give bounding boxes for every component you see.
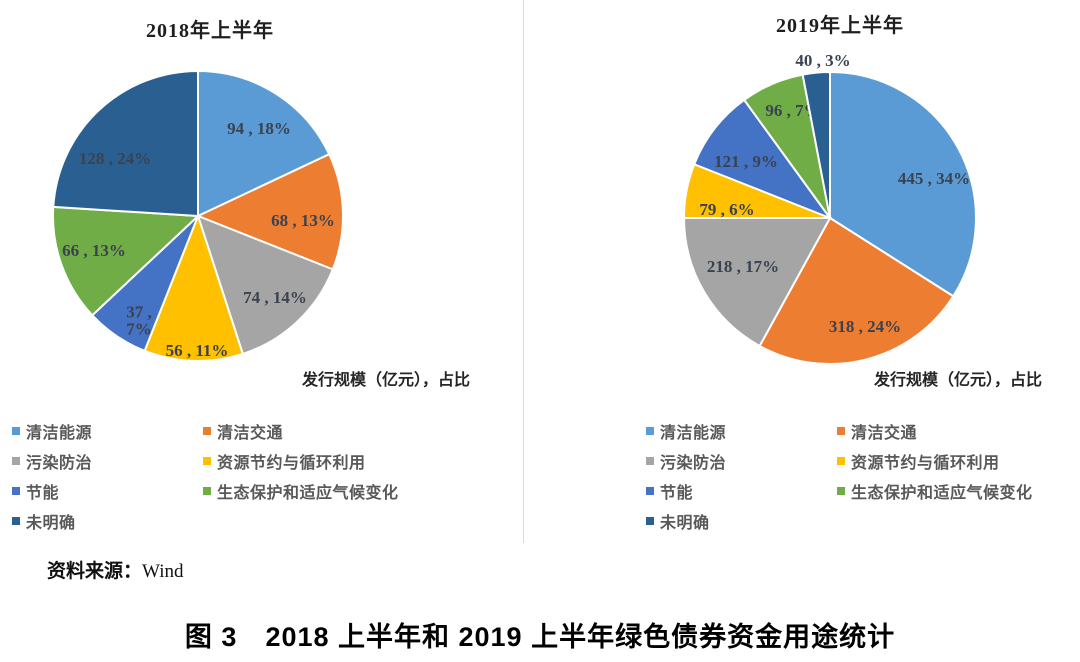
legend-swatch-pollution-control <box>646 457 654 465</box>
pie-chart-2019: 445 , 34% 318 , 24% 218 , 17% 79 , 6% 121 , … <box>682 51 977 365</box>
pie-slice-clean-transport <box>195 152 344 271</box>
legend-item-resource-recycle: 资源节约与循环利用 <box>203 449 366 473</box>
legend-swatch-clean-transport <box>837 427 845 435</box>
source-label: 资料来源： <box>47 561 143 582</box>
legend-item-clean-transport: 清洁交通 <box>837 419 917 443</box>
pie-slice-pollution-control <box>682 217 832 348</box>
pie-slice-clean-transport <box>758 216 955 365</box>
legend-swatch-eco-climate-protection <box>203 487 211 495</box>
slice-label-clean-transport: 68 , 13% <box>271 211 335 230</box>
pie-chart-2018: 94 , 18% 68 , 13% 74 , 14% 56 , 11% 37 , 7% 66… <box>52 69 344 362</box>
legend-label: 资源节约与循环利用 <box>851 455 1000 472</box>
legend-swatch-clean-transport <box>203 427 211 435</box>
legend-label: 未明确 <box>660 515 710 532</box>
axis-note-2018: 发行规模（亿元），占比 <box>302 372 471 389</box>
pie-slice-unspecified <box>52 69 199 218</box>
legend-label: 清洁交通 <box>851 425 918 442</box>
legend-swatch-unspecified <box>646 517 654 525</box>
source-value: Wind <box>142 561 184 582</box>
pie-panel-2018: 94 , 18% 68 , 13% 74 , 14% 56 , 11% 37 , 7% 66… <box>0 0 523 543</box>
pie-slice-eco-climate-protection <box>52 205 201 317</box>
legend-item-eco-climate-protection: 生态保护和适应气候变化 <box>837 479 1033 503</box>
slice-label-clean-transport: 318 , 24% <box>829 317 901 336</box>
legend-item-energy-saving: 节能 <box>12 479 59 503</box>
legend-label: 清洁能源 <box>26 425 93 442</box>
legend-item-resource-recycle: 资源节约与循环利用 <box>837 449 1000 473</box>
legend-item-pollution-control: 污染防治 <box>12 449 92 473</box>
source-line: 资料来源：Wind <box>47 559 1080 585</box>
legend-swatch-unspecified <box>12 517 20 525</box>
legend-swatch-energy-saving <box>12 487 20 495</box>
axis-note-2019: 发行规模（亿元），占比 <box>874 372 1043 389</box>
legend-swatch-resource-recycle <box>203 457 211 465</box>
slice-label-pollution-control: 74 , 14% <box>243 288 307 307</box>
legend-item-eco-climate-protection: 生态保护和适应气候变化 <box>203 479 399 503</box>
slice-label-unspecified: 128 , 24% <box>79 149 151 168</box>
legend-swatch-energy-saving <box>646 487 654 495</box>
legend-label: 污染防治 <box>26 455 93 472</box>
slice-label-resource-recycle: 56 , 11% <box>166 341 229 360</box>
legend-label: 节能 <box>660 485 694 502</box>
pie-slice-unspecified <box>801 70 831 219</box>
legend-swatch-pollution-control <box>12 457 20 465</box>
charts-row: 94 , 18% 68 , 13% 74 , 14% 56 , 11% 37 , 7% 66… <box>0 0 1080 543</box>
legend-2019: 清洁能源 清洁交通污染防治 资源节约与循环利用节能 生态保护和适应气候变化未明确 <box>524 0 1080 543</box>
legend-item-unspecified: 未明确 <box>646 509 710 533</box>
legend-item-clean-transport: 清洁交通 <box>203 419 283 443</box>
slice-label-clean-energy: 445 , 34% <box>898 169 970 188</box>
legend-label: 污染防治 <box>660 455 727 472</box>
legend-item-pollution-control: 污染防治 <box>646 449 726 473</box>
pie-slice-clean-energy <box>197 69 331 218</box>
chart-title-2019: 2019年上半年 <box>776 15 904 37</box>
legend-label: 生态保护和适应气候变化 <box>217 485 399 502</box>
legend-item-clean-energy: 清洁能源 <box>646 419 726 443</box>
slice-label-pollution-control: 218 , 17% <box>707 257 779 276</box>
legend-label: 清洁交通 <box>217 425 284 442</box>
pie-panel-2019: 445 , 34% 318 , 24% 218 , 17% 79 , 6% 121 , … <box>523 0 1080 543</box>
legend-item-unspecified: 未明确 <box>12 509 76 533</box>
chart-title-2018: 2018年上半年 <box>146 20 274 42</box>
slice-label-resource-recycle: 79 , 6% <box>699 200 754 219</box>
pie-slice-resource-recycle <box>143 213 245 362</box>
slice-label-eco-climate-protection: 96 , 7% <box>765 101 820 120</box>
slice-label-eco-climate-protection: 66 , 13% <box>62 241 126 260</box>
legend-swatch-clean-energy <box>646 427 654 435</box>
legend-label: 节能 <box>26 485 60 502</box>
pie-slice-energy-saving <box>692 98 833 221</box>
legend-label: 未明确 <box>26 515 76 532</box>
legend-item-energy-saving: 节能 <box>646 479 693 503</box>
legend-label: 清洁能源 <box>660 425 727 442</box>
legend-2018: 清洁能源 清洁交通污染防治 资源节约与循环利用节能 生态保护和适应气候变化未明确 <box>0 0 523 543</box>
slice-label-unspecified: 40 , 3% <box>795 51 850 70</box>
legend-swatch-resource-recycle <box>837 457 845 465</box>
legend-item-clean-energy: 清洁能源 <box>12 419 92 443</box>
slice-label-energy-saving: 37 , 7% <box>126 303 152 339</box>
legend-label: 资源节约与循环利用 <box>217 455 366 472</box>
slice-label-clean-energy: 94 , 18% <box>227 119 291 138</box>
legend-swatch-clean-energy <box>12 427 20 435</box>
legend-label: 生态保护和适应气候变化 <box>851 485 1033 502</box>
legend-swatch-eco-climate-protection <box>837 487 845 495</box>
figure-caption: 图 3 2018 上半年和 2019 上半年绿色债券资金用途统计 <box>184 622 896 652</box>
slice-label-energy-saving: 121 , 9% <box>714 152 778 171</box>
